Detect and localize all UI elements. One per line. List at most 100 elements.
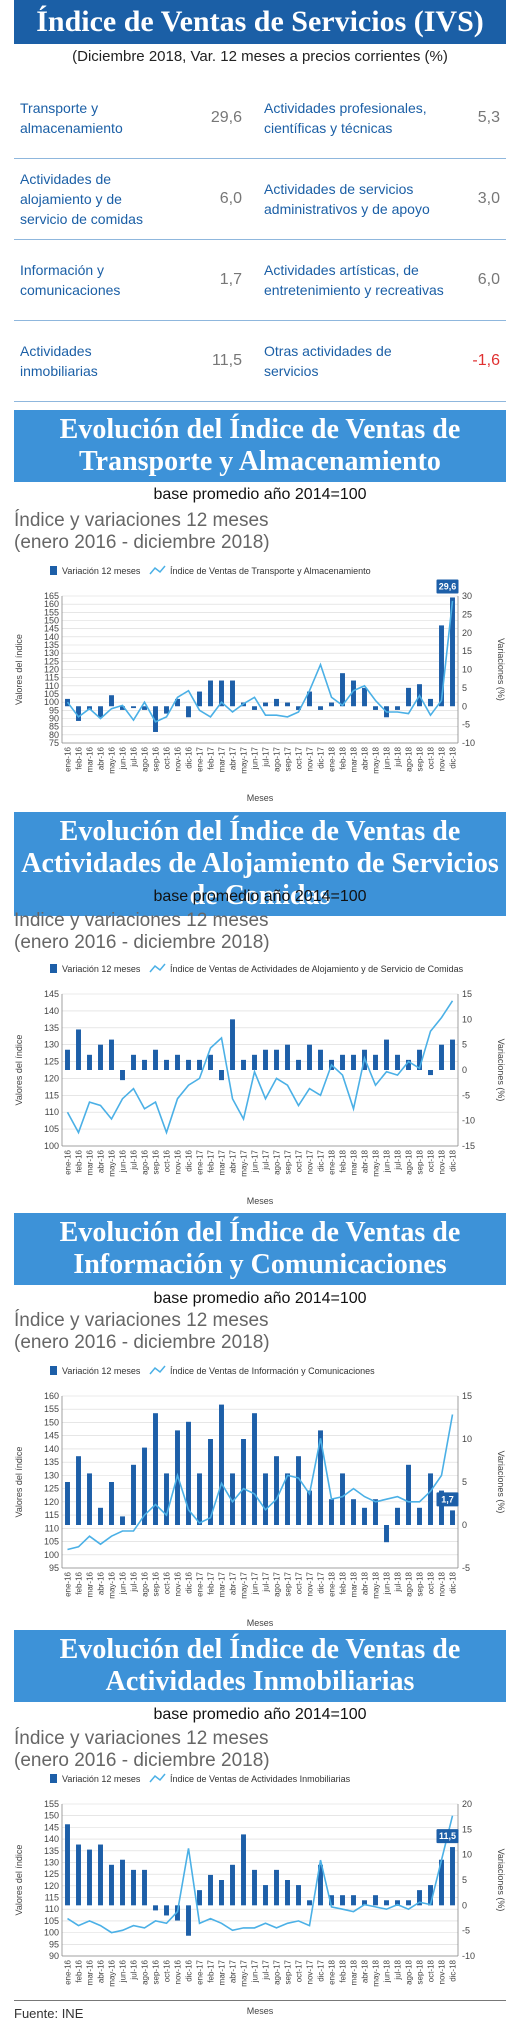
x-tick-label: jul-16: [130, 1959, 139, 1980]
x-tick-label: mar-17: [218, 1959, 227, 1985]
x-tick-label: feb-17: [207, 1149, 216, 1172]
bar: [274, 1049, 279, 1070]
section-title-informacion: Evolución del Índice de Ventas de Inform…: [14, 1213, 506, 1285]
x-tick-label: oct-16: [163, 1959, 172, 1982]
bar: [186, 1905, 191, 1936]
index-line: [66, 1000, 454, 1135]
table-cell-label: Actividades profesionales, científicas y…: [248, 78, 450, 159]
x-tick-label: ago-18: [405, 746, 414, 771]
bar: [296, 1456, 301, 1525]
x-tick-label: oct-18: [427, 1149, 436, 1172]
y-tick-label: 155: [44, 1404, 59, 1414]
bar: [153, 706, 158, 732]
x-tick-label: abr-18: [361, 1571, 370, 1595]
legend-bar-label: Variación 12 meses: [62, 1366, 141, 1376]
y-tick-label: 135: [44, 1457, 59, 1467]
bar: [340, 1054, 345, 1070]
x-tick-label: abr-18: [361, 1959, 370, 1983]
table-cell-label: Otras actividades de servicios: [248, 320, 450, 402]
x-tick-label: dic-17: [317, 1959, 326, 1981]
x-tick-label: feb-18: [339, 1571, 348, 1594]
x-tick-label: jul-17: [262, 746, 271, 767]
bar: [241, 1439, 246, 1525]
y-tick-label: 150: [44, 1417, 59, 1427]
y-tick-label: 90: [49, 714, 59, 724]
y2-tick-label: 5: [462, 1477, 467, 1487]
x-tick-label: feb-17: [207, 746, 216, 769]
bar: [241, 1059, 246, 1070]
x-tick-label: abr-17: [229, 1149, 238, 1173]
y-tick-label: 100: [44, 1928, 59, 1938]
bar: [219, 1404, 224, 1525]
bar: [285, 1473, 290, 1525]
bar: [98, 1044, 103, 1070]
y-tick-label: 100: [44, 697, 59, 707]
y-tick-label: 130: [44, 1857, 59, 1867]
x-tick-label: ago-16: [141, 1149, 150, 1174]
bar: [219, 680, 224, 707]
x-tick-label: mar-16: [86, 746, 95, 772]
bar: [362, 1900, 367, 1906]
x-tick-label: oct-16: [163, 1149, 172, 1172]
table-cell-value: 6,0: [450, 239, 506, 321]
y2-axis-label: Variaciones (%): [496, 1451, 506, 1514]
footer-divider: [14, 2000, 506, 2001]
bar: [395, 706, 400, 710]
x-tick-label: ago-17: [273, 746, 282, 771]
x-tick-label: oct-17: [295, 1959, 304, 1982]
x-tick-label: may-18: [372, 1959, 381, 1986]
bar: [219, 1880, 224, 1906]
bar: [230, 680, 235, 707]
bar: [318, 1864, 323, 1906]
bar: [197, 691, 202, 707]
highlight-badge: [436, 1492, 459, 1507]
y-tick-label: 150: [44, 616, 59, 626]
y-tick-label: 75: [49, 738, 59, 748]
bar: [274, 1456, 279, 1525]
bar: [142, 706, 147, 710]
x-tick-label: abr-16: [97, 1959, 106, 1983]
x-tick-label: sep-17: [284, 1959, 293, 1984]
bar: [164, 1905, 169, 1916]
x-tick-label: oct-16: [163, 746, 172, 769]
bar: [406, 1900, 411, 1906]
y-tick-label: 115: [45, 1893, 59, 1903]
y2-tick-label: -5: [462, 1926, 470, 1936]
bar: [142, 1447, 147, 1525]
bar: [296, 1059, 301, 1070]
y-tick-label: 125: [44, 1869, 59, 1879]
x-tick-label: sep-18: [416, 1959, 425, 1984]
x-tick-label: jul-18: [394, 1959, 403, 1980]
bar: [340, 673, 345, 707]
y-axis-label: Valores del índice: [14, 1845, 24, 1916]
bar: [65, 1824, 70, 1906]
x-tick-label: nov-16: [174, 746, 183, 771]
bar: [230, 1864, 235, 1906]
x-tick-label: abr-17: [229, 1959, 238, 1983]
y2-axis-label: Variaciones (%): [496, 1849, 506, 1912]
bar: [208, 680, 213, 707]
x-tick-label: jun-16: [119, 1959, 128, 1983]
y2-tick-label: 10: [462, 665, 472, 675]
x-tick-label: ago-17: [273, 1959, 282, 1984]
table-cell-value: -1,6: [450, 320, 506, 402]
bar: [164, 1059, 169, 1070]
x-tick-label: ene-18: [328, 1959, 337, 1984]
x-tick-label: nov-16: [174, 1571, 183, 1596]
x-tick-label: ago-16: [141, 746, 150, 771]
y2-tick-label: 15: [462, 989, 472, 999]
chart-caption: Índice y variaciones 12 meses (enero 201…: [14, 510, 270, 554]
x-tick-label: ene-18: [328, 1571, 337, 1596]
y2-tick-label: 15: [462, 1391, 472, 1401]
x-tick-label: mar-16: [86, 1149, 95, 1175]
index-line: [66, 600, 454, 723]
bar: [208, 1874, 213, 1906]
caption-period: (enero 2016 - diciembre 2018): [14, 1750, 270, 1771]
chart-caption: Índice y variaciones 12 meses (enero 201…: [14, 1728, 270, 1772]
x-tick-label: nov-16: [174, 1149, 183, 1174]
caption-period: (enero 2016 - diciembre 2018): [14, 932, 270, 953]
bar: [120, 1859, 125, 1906]
table-cell-value: 1,7: [176, 239, 248, 321]
x-tick-label: may-16: [108, 746, 117, 773]
x-tick-label: ene-18: [328, 1149, 337, 1174]
